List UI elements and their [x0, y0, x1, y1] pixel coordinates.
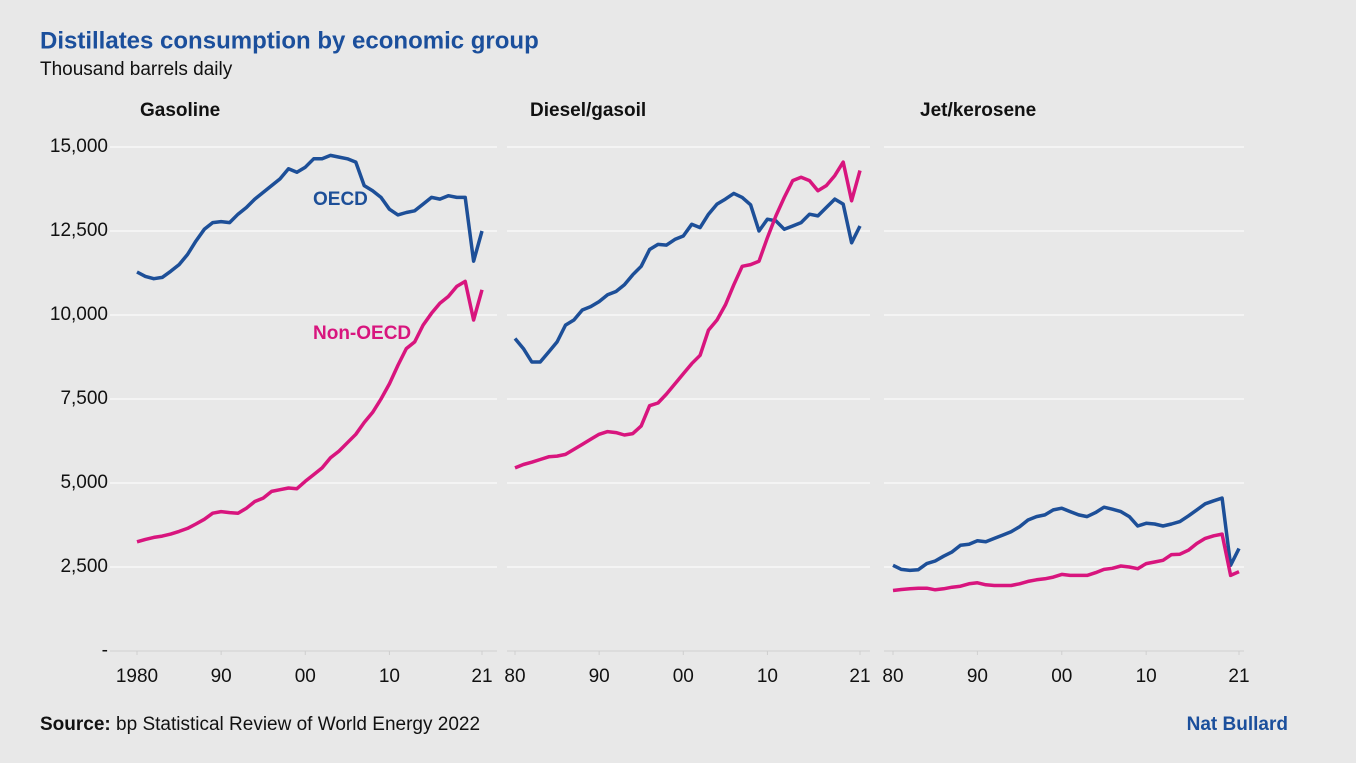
x-tick-label: 00 [1051, 666, 1072, 687]
y-tick-label: 15,000 [50, 136, 108, 157]
x-tick-label: 90 [211, 666, 232, 687]
series-line [892, 496, 1241, 573]
source-label: Source: [40, 714, 111, 735]
chart-subtitle: Thousand barrels daily [40, 59, 233, 80]
x-tick-label: 80 [882, 666, 903, 687]
y-tick-label: 10,000 [50, 304, 108, 325]
series-label: OECD [313, 189, 368, 210]
x-tick-label: 80 [504, 666, 525, 687]
x-tick-label: 10 [757, 666, 778, 687]
x-tick-label: 90 [967, 666, 988, 687]
x-tick-label: 21 [471, 666, 492, 687]
series-line [513, 191, 862, 364]
y-tick-label: 12,500 [50, 220, 108, 241]
x-tick-label: 21 [849, 666, 870, 687]
y-tick-label: 2,500 [60, 556, 108, 577]
panel-title: Gasoline [140, 100, 220, 121]
y-tick-label: 7,500 [60, 388, 108, 409]
x-tick-label: 21 [1228, 666, 1249, 687]
x-tick-label: 10 [379, 666, 400, 687]
credit: Nat Bullard [1187, 714, 1288, 735]
series-line [514, 160, 862, 470]
panel-title: Jet/kerosene [920, 100, 1036, 121]
series-line [892, 532, 1240, 593]
x-tick-label: 00 [295, 666, 316, 687]
x-tick-label: 00 [673, 666, 694, 687]
chart-title: Distillates consumption by economic grou… [40, 27, 539, 54]
series-label: Non-OECD [313, 323, 411, 344]
x-tick-label: 1980 [116, 666, 158, 687]
panel-title: Diesel/gasoil [530, 100, 646, 121]
y-tick-label: - [102, 640, 108, 661]
source: Source: bp Statistical Review of World E… [40, 714, 480, 735]
source-text: bp Statistical Review of World Energy 20… [116, 714, 480, 735]
x-tick-label: 10 [1136, 666, 1157, 687]
series-line [136, 279, 484, 544]
x-tick-label: 90 [589, 666, 610, 687]
series-line [136, 153, 484, 281]
y-tick-label: 5,000 [60, 472, 108, 493]
